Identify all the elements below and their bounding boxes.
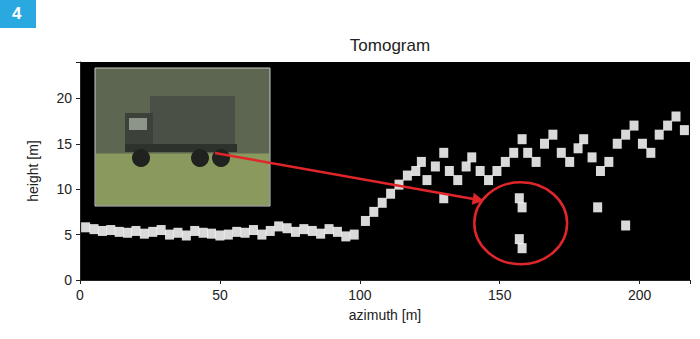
svg-text:height [m]: height [m] [25,140,41,201]
svg-text:20: 20 [56,90,72,106]
svg-text:Tomogram: Tomogram [350,36,430,55]
svg-text:15: 15 [56,136,72,152]
svg-text:200: 200 [628,287,652,303]
svg-text:0: 0 [76,287,84,303]
svg-text:50: 50 [212,287,228,303]
svg-text:100: 100 [348,287,372,303]
svg-text:4: 4 [12,4,22,23]
svg-text:azimuth [m]: azimuth [m] [349,307,421,323]
svg-text:10: 10 [56,181,72,197]
svg-text:5: 5 [64,227,72,243]
svg-text:150: 150 [488,287,512,303]
svg-text:0: 0 [64,272,72,288]
